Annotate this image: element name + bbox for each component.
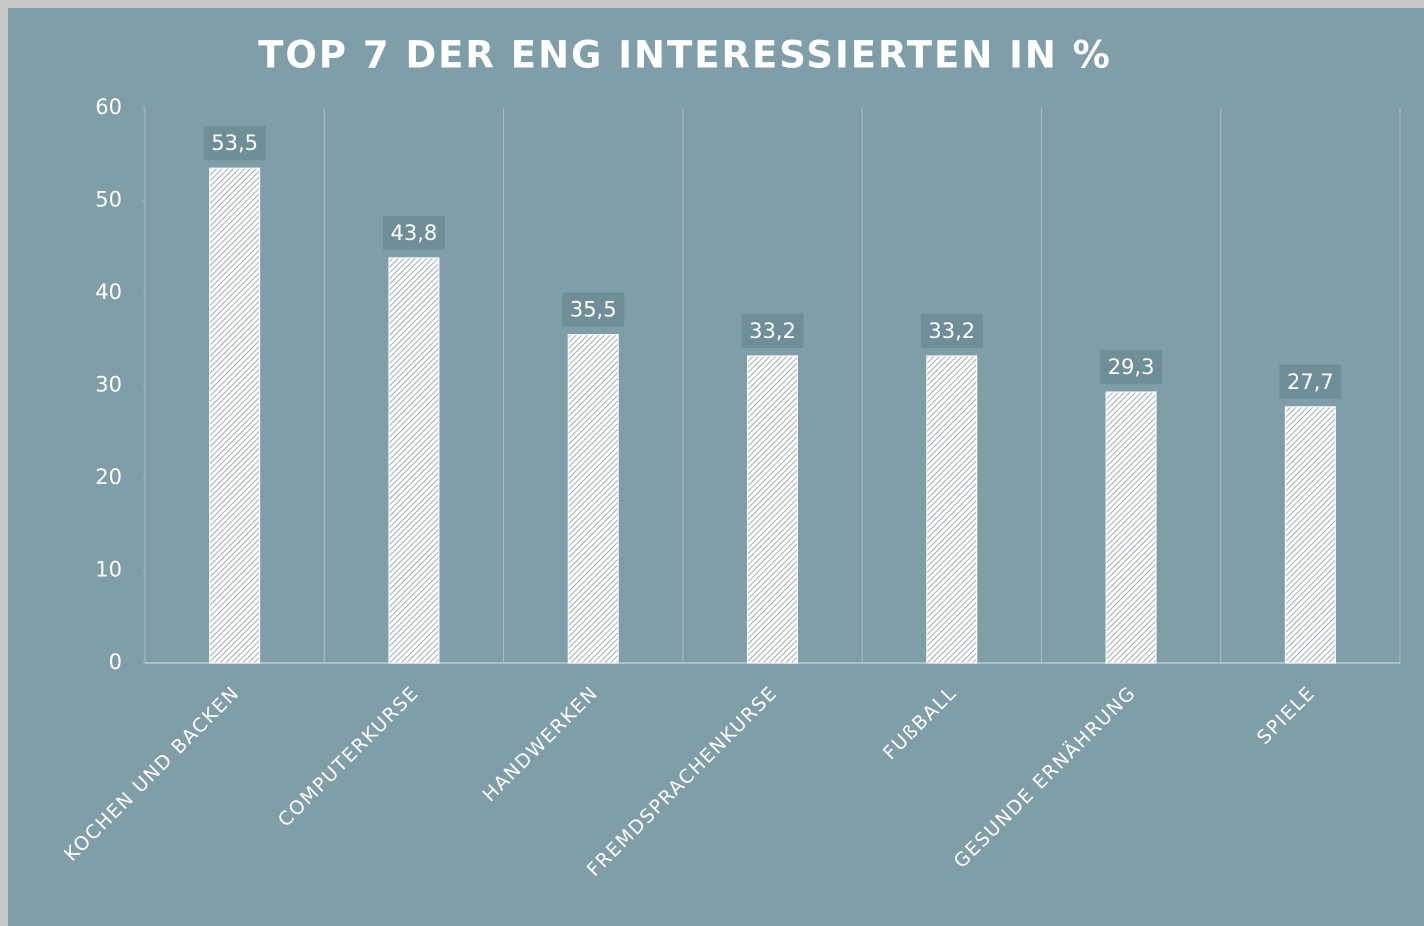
chart-title: TOP 7 DER ENG INTERESSIERTEN IN % (258, 34, 1112, 77)
data-label-box (382, 215, 445, 250)
bar (747, 355, 798, 664)
data-label: 53,5 (211, 131, 258, 155)
bar (567, 334, 619, 664)
y-tick-label: 10 (95, 558, 122, 582)
data-label-box (741, 313, 804, 348)
data-label: 27,7 (1287, 370, 1334, 394)
data-label: 43,8 (391, 221, 438, 245)
bar (388, 257, 440, 664)
data-label-box (920, 313, 983, 348)
data-label-box (203, 126, 266, 161)
data-label-box (1279, 364, 1342, 399)
y-tick-label: 50 (95, 188, 122, 212)
y-tick-label: 0 (109, 650, 122, 674)
data-label-box (562, 292, 625, 327)
data-label: 33,2 (749, 319, 796, 343)
data-label: 35,5 (570, 298, 617, 322)
y-tick-label: 60 (95, 95, 122, 119)
bar (1105, 391, 1157, 664)
y-tick-label: 40 (95, 280, 122, 304)
y-tick-label: 30 (95, 373, 122, 397)
data-label: 29,3 (1108, 355, 1155, 379)
data-label-box (1100, 349, 1163, 384)
bar (926, 355, 978, 664)
bar (209, 167, 261, 664)
data-label: 33,2 (928, 319, 975, 343)
y-tick-label: 20 (95, 465, 122, 489)
bar (1284, 406, 1336, 664)
